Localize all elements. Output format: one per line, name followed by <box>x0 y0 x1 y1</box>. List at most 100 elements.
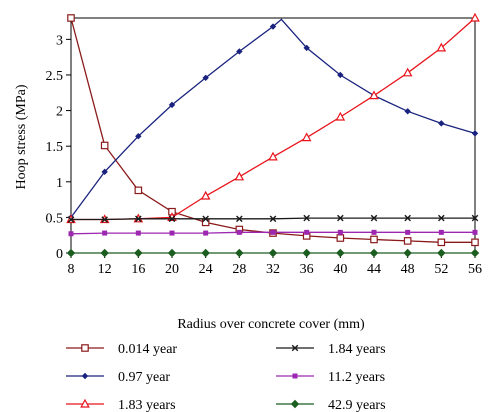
data-point <box>437 238 446 247</box>
y-tick-label: 1.5 <box>46 140 64 155</box>
x-tick-label: 28 <box>232 262 246 277</box>
data-point <box>404 108 411 115</box>
x-tick-label: 40 <box>333 262 347 277</box>
legend-label: 42.9 years <box>328 398 386 412</box>
legend-swatch-marker <box>290 399 300 409</box>
data-point <box>66 248 76 258</box>
series-5 <box>68 229 478 237</box>
legend-swatch-marker <box>291 344 299 352</box>
data-point <box>302 248 311 258</box>
legend-label: 0.97 year <box>118 370 170 385</box>
data-point <box>135 230 141 236</box>
data-point <box>470 248 480 258</box>
data-point <box>337 214 344 222</box>
data-point <box>303 44 310 52</box>
data-point <box>436 42 447 52</box>
data-point <box>403 248 412 258</box>
data-point <box>200 190 211 200</box>
series-line <box>70 17 475 243</box>
data-point <box>438 229 444 235</box>
legend-swatch-marker <box>81 372 89 380</box>
y-axis: 0 0.5 1 1.5 2 2.5 3 <box>46 33 71 262</box>
series-line <box>71 17 476 221</box>
data-point <box>135 215 142 223</box>
legend-item: 42.9 years <box>276 398 386 412</box>
legend-item: 1.84 years <box>276 342 386 357</box>
series-4 <box>67 214 479 223</box>
data-point <box>201 248 210 258</box>
y-axis-title: Hoop stress (MPa) <box>14 84 29 189</box>
legend-swatch-marker <box>81 344 89 352</box>
legend-item: 0.014 year <box>66 342 177 357</box>
x-tick-label: 52 <box>434 262 448 277</box>
x-tick-label: 48 <box>401 262 415 277</box>
data-point <box>168 101 176 109</box>
x-tick-label: 24 <box>199 262 213 277</box>
data-point <box>370 214 378 222</box>
legend-swatch-marker <box>80 398 90 408</box>
legend-item: 0.97 year <box>66 370 170 385</box>
data-point <box>268 151 278 161</box>
data-point <box>301 132 312 142</box>
data-point <box>270 229 276 235</box>
y-tick-label: 0.5 <box>46 211 64 226</box>
data-point <box>370 235 378 244</box>
data-point <box>100 141 109 150</box>
data-point <box>336 234 345 242</box>
data-point <box>471 238 479 247</box>
data-point <box>471 130 479 137</box>
data-point <box>268 248 278 258</box>
data-point <box>438 120 445 127</box>
series-line <box>70 18 476 218</box>
legend: 0.014 year 0.97 year 1.83 years 1.84 years 1… <box>66 342 386 412</box>
x-tick-label: 36 <box>300 262 314 277</box>
data-point <box>269 23 277 30</box>
data-point <box>472 229 478 235</box>
data-point <box>236 48 243 55</box>
x-tick-label: 44 <box>367 262 381 277</box>
data-point <box>203 230 209 236</box>
data-point <box>403 237 412 245</box>
data-point <box>405 229 411 235</box>
data-point <box>369 248 379 258</box>
x-tick-label: 20 <box>165 262 179 277</box>
x-axis: 8 12 16 20 24 28 32 36 40 44 48 52 56 <box>68 253 482 277</box>
x-tick-label: 32 <box>266 262 280 277</box>
x-axis-title: Radius over concrete cover (mm) <box>177 317 365 332</box>
series-1 <box>67 14 479 247</box>
series-3 <box>66 12 480 224</box>
data-point <box>236 229 242 235</box>
data-point <box>68 231 74 237</box>
x-tick-label: 56 <box>468 262 482 277</box>
data-point <box>67 14 75 22</box>
data-point <box>67 216 75 223</box>
legend-label: 1.83 years <box>118 398 176 412</box>
data-point <box>169 230 175 236</box>
data-point <box>470 12 480 22</box>
data-point <box>202 74 209 82</box>
x-tick-label: 12 <box>98 262 112 277</box>
y-tick-label: 2.5 <box>46 69 64 84</box>
data-point <box>471 214 479 222</box>
data-point <box>168 215 176 223</box>
data-point <box>402 67 413 77</box>
data-point <box>336 248 345 258</box>
data-point <box>101 168 108 176</box>
data-point <box>304 229 310 235</box>
data-point <box>269 215 277 223</box>
data-point <box>102 230 108 236</box>
data-point <box>371 229 377 235</box>
legend-item: 1.83 years <box>66 398 176 412</box>
data-point <box>101 216 108 223</box>
data-point <box>438 214 445 222</box>
data-point <box>202 215 209 223</box>
data-point <box>236 215 243 223</box>
y-tick-label: 2 <box>56 105 63 120</box>
data-point <box>135 133 142 140</box>
data-point <box>369 90 379 100</box>
legend-label: 1.84 years <box>328 342 386 357</box>
legend-label: 0.014 year <box>118 342 177 357</box>
data-point <box>134 248 143 258</box>
data-point <box>303 214 310 222</box>
